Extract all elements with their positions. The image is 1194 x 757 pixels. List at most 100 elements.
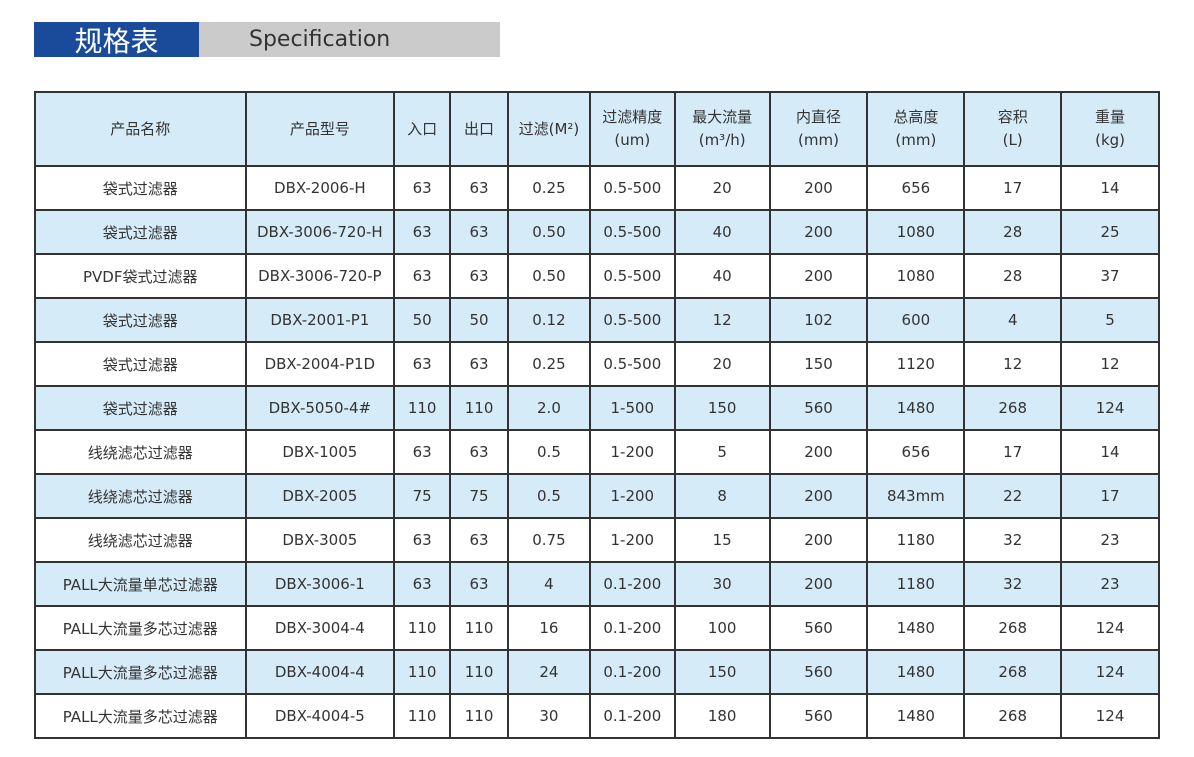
table-cell: 560 — [768, 385, 869, 431]
header-unit: (mm) — [798, 131, 839, 149]
table-cell: 1480 — [866, 605, 966, 651]
table-cell: 63 — [449, 253, 510, 299]
table-row: PALL大流量多芯过滤器 DBX-4004-4 110 110 24 0.1-200 150… — [34, 649, 1160, 695]
table-cell: 1480 — [866, 649, 966, 695]
table-cell: 32 — [963, 517, 1063, 563]
table-cell: 560 — [768, 649, 869, 695]
table-row: 线绕滤芯过滤器 DBX-2005 75 75 0.5 1-200 8 200 843mm 22 17 — [34, 473, 1160, 519]
table-cell: 656 — [866, 429, 966, 475]
table-cell: 110 — [449, 693, 510, 739]
table-cell: DBX-3006-720-H — [244, 209, 396, 255]
table-cell: 63 — [449, 517, 510, 563]
table-cell: DBX-4004-4 — [244, 649, 396, 695]
table-cell: 150 — [768, 341, 869, 387]
table-cell: 17 — [963, 429, 1063, 475]
header-label: 出口 — [464, 119, 495, 138]
table-cell: 0.5-500 — [588, 341, 676, 387]
column-header: 产品名称 — [34, 91, 247, 167]
table-cell: 24 — [507, 649, 591, 695]
table-cell: 110 — [393, 693, 452, 739]
table-cell: 63 — [449, 429, 510, 475]
table-cell: 268 — [963, 649, 1063, 695]
table-cell: 14 — [1060, 165, 1160, 211]
table-cell: DBX-3006-720-P — [244, 253, 396, 299]
table-cell: 63 — [449, 209, 510, 255]
table-cell: 50 — [393, 297, 452, 343]
header-label: 重量 — [1095, 108, 1126, 126]
table-cell: 102 — [768, 297, 869, 343]
header-label: 总高度 — [893, 108, 939, 126]
column-header: 过滤精度 (um) — [588, 91, 676, 167]
table-cell: DBX-2004-P1D — [244, 341, 396, 387]
table-cell: 1480 — [866, 385, 966, 431]
table-row: 线绕滤芯过滤器 DBX-1005 63 63 0.5 1-200 5 200 656 17 14 — [34, 429, 1160, 475]
table-cell: DBX-2006-H — [244, 165, 396, 211]
header-label: 最大流量 — [692, 108, 753, 126]
table-cell: 124 — [1060, 605, 1160, 651]
table-cell: 0.25 — [507, 165, 591, 211]
table-cell: 560 — [768, 693, 869, 739]
header-unit: (um) — [614, 131, 651, 149]
table-cell: 1120 — [866, 341, 966, 387]
column-header: 内直径 (mm) — [768, 91, 869, 167]
table-cell: 110 — [393, 649, 452, 695]
table-cell: 12 — [1060, 341, 1160, 387]
table-cell: 0.5-500 — [588, 297, 676, 343]
table-cell: 75 — [449, 473, 510, 519]
table-cell: 1-200 — [588, 429, 676, 475]
table-row: 袋式过滤器 DBX-2001-P1 50 50 0.12 0.5-500 12 102 600 4… — [34, 297, 1160, 343]
table-cell: 600 — [866, 297, 966, 343]
table-cell: 30 — [673, 561, 771, 607]
table-row: PALL大流量单芯过滤器 DBX-3006-1 63 63 4 0.1-200 30 200 1… — [34, 561, 1160, 607]
table-cell: 1-500 — [588, 385, 676, 431]
table-cell: 63 — [449, 165, 510, 211]
table-cell: PALL大流量多芯过滤器 — [34, 649, 247, 695]
column-header: 入口 — [393, 91, 452, 167]
table-cell: 袋式过滤器 — [34, 209, 247, 255]
table-cell: 37 — [1060, 253, 1160, 299]
table-cell: 12 — [963, 341, 1063, 387]
table-row: PALL大流量多芯过滤器 DBX-4004-5 110 110 30 0.1-200 180… — [34, 693, 1160, 739]
table-cell: 560 — [768, 605, 869, 651]
table-cell: 12 — [673, 297, 771, 343]
table-cell: 0.1-200 — [588, 649, 676, 695]
table-cell: 1180 — [866, 517, 966, 563]
table-cell: 200 — [768, 473, 869, 519]
header-unit: (kg) — [1095, 131, 1126, 149]
table-cell: 268 — [963, 605, 1063, 651]
table-cell: 268 — [963, 693, 1063, 739]
table-cell: 0.12 — [507, 297, 591, 343]
table-cell: 20 — [673, 341, 771, 387]
header-label: 容积 — [997, 108, 1028, 126]
table-cell: 200 — [768, 209, 869, 255]
table-cell: 1080 — [866, 209, 966, 255]
table-cell: 袋式过滤器 — [34, 165, 247, 211]
table-cell: 63 — [449, 561, 510, 607]
table-cell: 40 — [673, 209, 771, 255]
table-cell: 124 — [1060, 649, 1160, 695]
table-cell: 23 — [1060, 561, 1160, 607]
table-cell: 线绕滤芯过滤器 — [34, 429, 247, 475]
table-cell: 268 — [963, 385, 1063, 431]
spec-table: 产品名称 产品型号 入口 出口 过滤(M²) 过滤精度 (um) 最大流量 (m³/h) 内直径 (… — [34, 91, 1160, 739]
table-cell: 0.75 — [507, 517, 591, 563]
table-cell: 4 — [963, 297, 1063, 343]
table-cell: DBX-1005 — [244, 429, 396, 475]
table-cell: 110 — [393, 385, 452, 431]
table-cell: 0.5-500 — [588, 209, 676, 255]
header-label: 产品名称 — [110, 119, 171, 138]
table-row: PVDF袋式过滤器 DBX-3006-720-P 63 63 0.50 0.5-500 40… — [34, 253, 1160, 299]
table-cell: 16 — [507, 605, 591, 651]
table-cell: 75 — [393, 473, 452, 519]
table-cell: 1080 — [866, 253, 966, 299]
title-en: Specification — [199, 22, 500, 57]
table-cell: 1-200 — [588, 517, 676, 563]
header-label: 入口 — [407, 119, 438, 138]
column-header: 总高度 (mm) — [866, 91, 966, 167]
table-cell: 63 — [393, 253, 452, 299]
table-cell: 0.5-500 — [588, 165, 676, 211]
table-cell: 50 — [449, 297, 510, 343]
table-cell: 8 — [673, 473, 771, 519]
table-cell: 15 — [673, 517, 771, 563]
table-cell: 1180 — [866, 561, 966, 607]
